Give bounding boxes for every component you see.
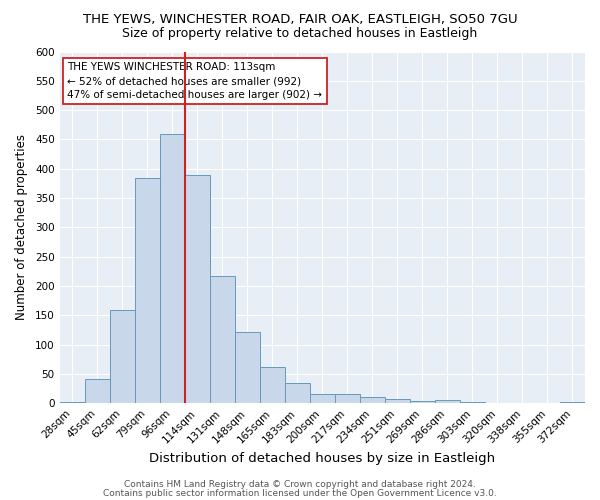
Text: Contains public sector information licensed under the Open Government Licence v3: Contains public sector information licen…: [103, 488, 497, 498]
Text: THE YEWS, WINCHESTER ROAD, FAIR OAK, EASTLEIGH, SO50 7GU: THE YEWS, WINCHESTER ROAD, FAIR OAK, EAS…: [83, 12, 517, 26]
Text: Size of property relative to detached houses in Eastleigh: Size of property relative to detached ho…: [122, 28, 478, 40]
X-axis label: Distribution of detached houses by size in Eastleigh: Distribution of detached houses by size …: [149, 452, 496, 465]
Bar: [335, 394, 360, 404]
Bar: [85, 378, 110, 404]
Bar: [510, 403, 535, 404]
Bar: [260, 367, 285, 404]
Bar: [535, 403, 560, 404]
Bar: [185, 174, 209, 404]
Bar: [485, 403, 510, 404]
Bar: [235, 332, 260, 404]
Bar: [134, 178, 160, 404]
Bar: [110, 310, 134, 404]
Y-axis label: Number of detached properties: Number of detached properties: [15, 134, 28, 320]
Bar: [360, 398, 385, 404]
Bar: [435, 400, 460, 404]
Bar: [460, 402, 485, 404]
Bar: [310, 394, 335, 404]
Text: THE YEWS WINCHESTER ROAD: 113sqm
← 52% of detached houses are smaller (992)
47% : THE YEWS WINCHESTER ROAD: 113sqm ← 52% o…: [67, 62, 322, 100]
Bar: [209, 276, 235, 404]
Text: Contains HM Land Registry data © Crown copyright and database right 2024.: Contains HM Land Registry data © Crown c…: [124, 480, 476, 489]
Bar: [385, 399, 410, 404]
Bar: [285, 383, 310, 404]
Bar: [410, 401, 435, 404]
Bar: [160, 134, 185, 404]
Bar: [560, 402, 585, 404]
Bar: [59, 402, 85, 404]
